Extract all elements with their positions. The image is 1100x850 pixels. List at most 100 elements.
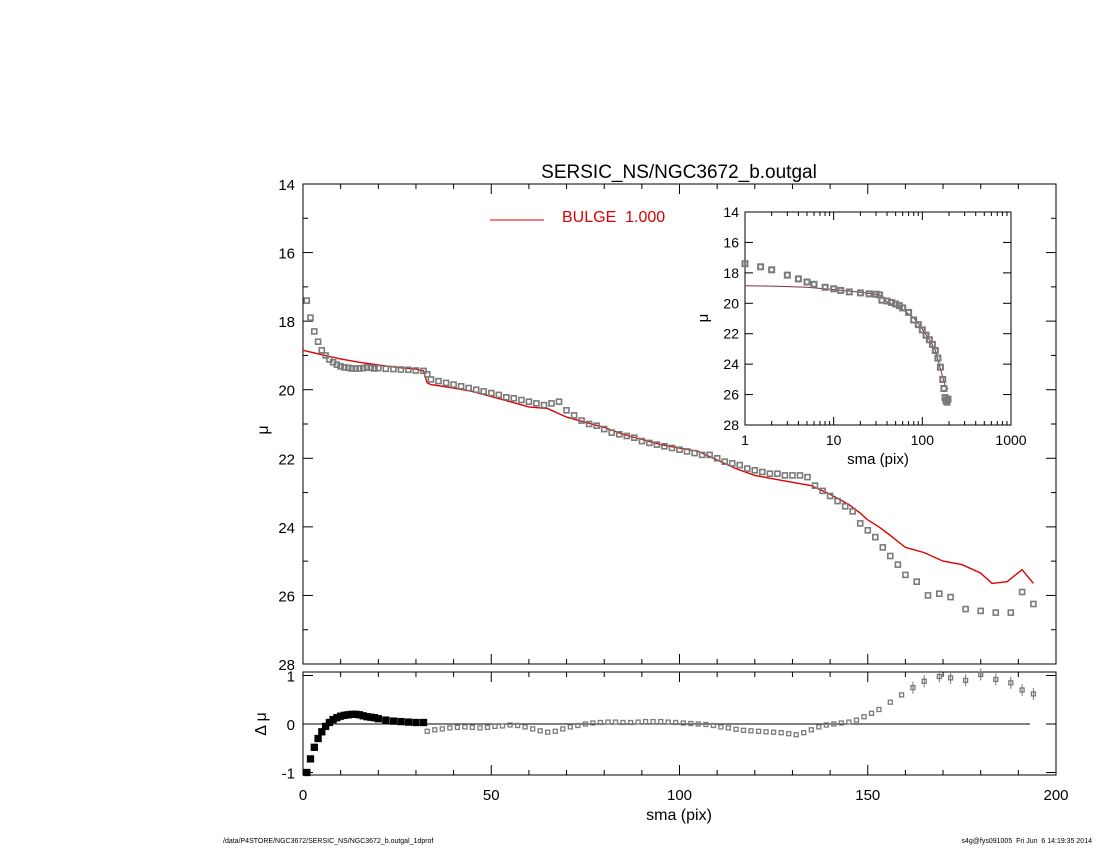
- main-data-point: [533, 400, 540, 407]
- main-y-tick-label: 26: [278, 588, 295, 605]
- inset-x-tick-label: 10: [826, 432, 842, 448]
- main-data-point: [962, 605, 969, 613]
- main-data-point: [465, 384, 473, 392]
- residual-data-point: [469, 724, 476, 731]
- inset-data-point: [899, 304, 907, 312]
- residual-data-point: [1019, 687, 1025, 693]
- residual-y-tick-label: -1: [282, 766, 295, 783]
- main-data-point: [758, 468, 766, 476]
- main-data-point: [412, 367, 420, 374]
- main-data-point: [728, 460, 736, 467]
- residual-y-axis-label: Δ μ: [253, 712, 270, 735]
- main-data-point: [374, 364, 382, 372]
- main-y-tick-label: 14: [278, 177, 295, 194]
- main-data-point: [789, 472, 796, 479]
- residual-data-point: [763, 729, 769, 735]
- main-data-point: [457, 382, 465, 390]
- residual-data-point: [310, 743, 318, 751]
- residual-data-point: [688, 720, 694, 727]
- residual-data-point: [582, 721, 589, 727]
- inset-y-tick-label: 22: [723, 326, 739, 342]
- residual-data-point: [801, 730, 807, 736]
- main-data-point: [826, 492, 834, 500]
- main-data-point: [495, 391, 503, 399]
- main-data-point: [363, 364, 371, 371]
- inset-data-point: [783, 271, 791, 279]
- residual-data-point: [695, 721, 701, 727]
- main-data-point: [435, 377, 442, 385]
- residual-data-points: [303, 668, 1037, 777]
- residual-data-point: [620, 719, 626, 726]
- residual-data-point: [454, 724, 461, 731]
- residual-data-point: [962, 677, 969, 684]
- residual-data-point: [725, 725, 732, 731]
- residual-data-point: [545, 729, 551, 735]
- inset-x-tick-label: 1: [741, 432, 749, 448]
- x-tick-label: 0: [299, 787, 307, 804]
- main-data-point: [563, 406, 570, 414]
- residual-data-point: [419, 718, 428, 727]
- main-data-point: [977, 607, 985, 615]
- main-data-point: [423, 370, 431, 378]
- main-y-axis-label: μ: [255, 425, 272, 434]
- main-data-point: [894, 561, 902, 568]
- main-data-point: [472, 386, 480, 394]
- main-data-point: [344, 364, 352, 372]
- residual-data-point: [861, 714, 867, 720]
- main-data-point: [736, 461, 744, 469]
- main-data-point: [518, 396, 525, 404]
- residual-data-point: [507, 722, 513, 728]
- residual-data-point: [412, 718, 420, 727]
- inset-data-point: [940, 385, 948, 392]
- main-data-point: [1018, 588, 1026, 596]
- main-data-point: [653, 441, 661, 448]
- main-data-point: [661, 442, 668, 450]
- main-data-point: [721, 458, 729, 466]
- main-profile-panel: SERSIC_NS/NGC3672_b.outgal 14 16 18 20 22 24 2…: [255, 162, 1057, 674]
- main-data-point: [774, 470, 781, 478]
- residual-data-point: [492, 723, 498, 730]
- residual-data-point: [642, 718, 649, 725]
- main-data-point: [615, 430, 623, 438]
- main-data-point: [502, 393, 510, 401]
- main-data-point: [487, 389, 495, 397]
- residual-data-point: [703, 721, 709, 728]
- inset-y-axis-label: μ: [695, 314, 712, 323]
- inset-x-tick-label: 100: [911, 432, 935, 448]
- residual-data-point: [740, 727, 747, 733]
- residual-data-point: [514, 722, 521, 729]
- residual-data-point: [887, 699, 893, 705]
- inset-data-point: [905, 308, 913, 316]
- main-data-point: [630, 434, 638, 442]
- residual-data-point: [868, 710, 875, 716]
- residual-data-point: [306, 755, 315, 763]
- residual-data-point: [910, 684, 916, 691]
- inset-x-axis-label: sma (pix): [847, 451, 909, 468]
- residual-data-point: [627, 719, 634, 726]
- main-data-point: [676, 446, 683, 454]
- residual-data-point: [898, 692, 905, 698]
- main-data-point: [713, 454, 721, 462]
- main-data-point: [480, 388, 488, 395]
- inset-log-panel: 14 16 18 20 22 24 26 281 10 100 1000 μ sma (pix): [695, 204, 1027, 468]
- main-data-point: [668, 444, 676, 452]
- residual-data-point: [567, 724, 573, 730]
- main-data-point: [555, 398, 563, 406]
- main-data-point: [593, 422, 601, 430]
- residual-data-point: [733, 726, 739, 732]
- inset-plot-frame: [744, 211, 1012, 426]
- main-data-point: [913, 578, 921, 586]
- residual-data-point: [484, 724, 491, 731]
- main-data-point: [706, 451, 713, 459]
- inset-data-point: [741, 260, 749, 268]
- residual-data-point: [680, 720, 686, 726]
- main-data-point: [924, 592, 932, 599]
- inset-y-tick-label: 18: [723, 265, 739, 281]
- residual-data-point: [530, 726, 536, 732]
- residual-data-point: [303, 768, 311, 777]
- inset-data-point: [830, 285, 838, 293]
- main-data-point: [382, 365, 390, 373]
- x-tick-label: 100: [667, 787, 692, 804]
- residual-data-point: [560, 726, 566, 732]
